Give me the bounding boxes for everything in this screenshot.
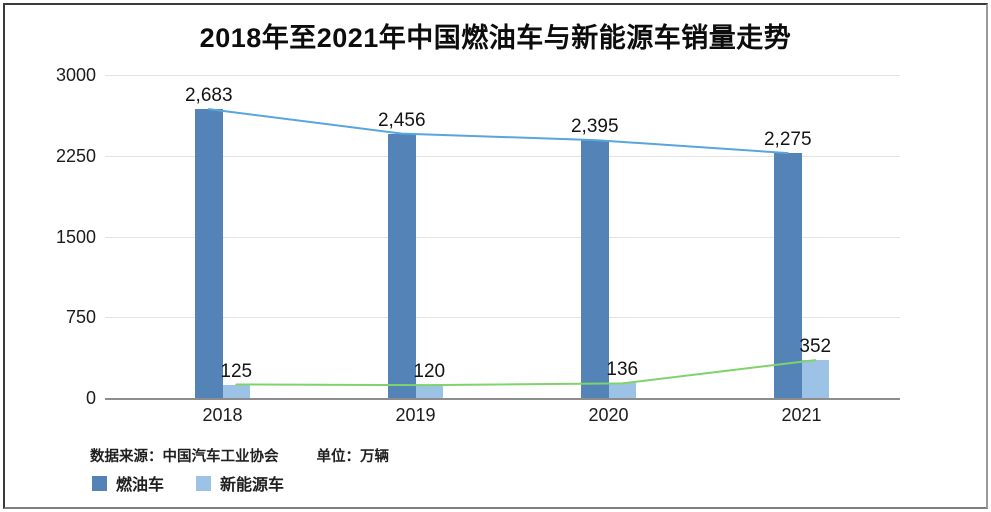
bar-fuel-2020: [581, 140, 609, 398]
chart-title: 2018年至2021年中国燃油车与新能源车销量走势: [199, 23, 792, 53]
value-label-nev-2021: 352: [799, 336, 832, 358]
value-label-nev-2019: 120: [413, 361, 446, 383]
bar-nev-2018: [222, 384, 250, 398]
bar-fuel-2019: [388, 133, 416, 398]
legend-swatch-fuel: [92, 475, 107, 491]
y-tick-2250: 2250: [55, 145, 96, 166]
legend-swatch-nev: [196, 475, 212, 491]
footer: 数据来源：中国汽车工业协会 单位：万辆: [90, 445, 389, 466]
x-tick-2019: 2019: [395, 405, 436, 425]
data-source-note: 数据来源：中国汽车工业协会: [90, 449, 279, 465]
bar-nev-2021: [801, 360, 829, 398]
gridline-1500: [105, 236, 900, 238]
value-label-nev-2018: 125: [220, 360, 253, 382]
y-tick-750: 750: [65, 307, 96, 328]
legend-item-fuel: 燃油车: [92, 471, 164, 495]
bar-nev-2019: [415, 385, 443, 398]
trend-line-fuel: [207, 108, 789, 155]
value-label-fuel-2019: 2,456: [377, 109, 426, 131]
bar-fuel-2021: [774, 153, 802, 398]
value-label-nev-2020: 136: [606, 359, 639, 381]
bar-fuel-2018: [195, 109, 223, 398]
value-label-fuel-2021: 2,275: [763, 129, 812, 151]
trend-line-nev: [235, 359, 817, 387]
gridline-2250: [105, 155, 900, 157]
legend: 燃油车 新能源车: [92, 471, 284, 495]
bar-nev-2020: [608, 383, 636, 398]
value-label-fuel-2020: 2,395: [570, 116, 619, 138]
y-tick-3000: 3000: [55, 65, 96, 85]
value-label-fuel-2018: 2,683: [184, 85, 233, 107]
x-tick-2020: 2020: [588, 405, 629, 425]
gridline-750: [105, 317, 900, 319]
x-tick-2018: 2018: [202, 405, 243, 425]
legend-label-nev: 新能源车: [220, 477, 285, 494]
legend-item-nev: 新能源车: [196, 471, 284, 495]
plot-area: 2,683 2,456 2,395 2,275 125 120 136 352: [105, 75, 900, 400]
x-tick-2021: 2021: [781, 405, 822, 425]
x-axis-labels: 2018 2019 2020 2021: [0, 405, 991, 429]
legend-label-fuel: 燃油车: [116, 477, 165, 494]
gridline-3000: [105, 75, 900, 76]
unit-note: 单位：万辆: [316, 449, 390, 465]
y-tick-0: 0: [85, 388, 96, 408]
y-axis-labels: 0 750 1500 2250 3000: [28, 65, 96, 408]
y-tick-1500: 1500: [55, 226, 96, 247]
